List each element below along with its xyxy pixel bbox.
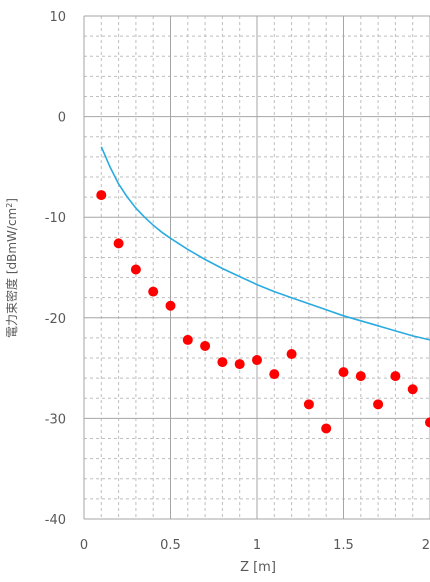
measured-point	[165, 300, 176, 311]
measured-point	[303, 399, 314, 410]
x-tick-label: 1.5	[333, 538, 354, 553]
measured-point	[182, 334, 193, 345]
measured-point	[113, 238, 124, 249]
measured-point	[373, 399, 384, 410]
model-curve-line	[100, 146, 430, 341]
y-axis-label-main: 電力束密度 [dBmW/cm	[4, 208, 19, 338]
measured-point	[425, 417, 430, 428]
x-tick-label: 0	[80, 538, 88, 553]
y-tick-labels: 10 0 -10 -20 -30 -40	[45, 10, 66, 528]
series-points-layer	[96, 190, 430, 434]
y-axis-label: 電力束密度 [dBmW/cm2]	[4, 198, 19, 338]
y-tick-label: -30	[45, 412, 66, 427]
measured-point	[252, 355, 262, 366]
x-tick-label: 2	[422, 538, 430, 553]
measured-point	[269, 369, 280, 380]
y-tick-label: -40	[45, 513, 66, 528]
x-tick-labels: 0 0.5 1 1.5 2	[80, 538, 430, 553]
grid-minor	[84, 16, 430, 519]
measured-point	[130, 264, 141, 275]
grid-major	[83, 15, 430, 520]
measured-point	[338, 367, 349, 378]
y-axis-label-tail: ]	[5, 198, 19, 203]
measured-point	[217, 357, 228, 368]
measured-point	[321, 423, 332, 434]
measured-point	[407, 384, 418, 395]
measured-point	[355, 371, 366, 382]
x-axis-label: Z [m]	[240, 560, 276, 575]
measured-point	[390, 371, 401, 382]
series-line-layer	[100, 146, 430, 341]
measured-point	[148, 286, 159, 297]
measured-point	[200, 340, 211, 351]
y-tick-label: 0	[58, 111, 66, 126]
x-tick-label: 1	[253, 538, 261, 553]
y-tick-label: 10	[49, 10, 66, 25]
x-tick-label: 0.5	[160, 538, 181, 553]
measured-point	[96, 190, 107, 201]
y-tick-label: -20	[45, 312, 66, 327]
y-tick-label: -10	[45, 211, 66, 226]
y-axis-label-sup: 2	[5, 203, 14, 208]
measured-point	[234, 359, 245, 370]
measured-point	[286, 349, 297, 360]
